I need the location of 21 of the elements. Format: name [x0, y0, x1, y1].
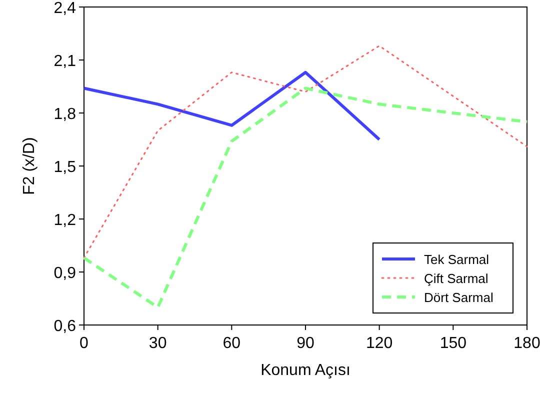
legend-label: Çift Sarmal [424, 271, 488, 286]
y-tick-label: 2,4 [54, 0, 76, 17]
y-tick-label: 0,9 [54, 265, 76, 282]
y-tick-label: 1,8 [54, 106, 76, 123]
y-axis-title: F2 (x/D) [21, 137, 38, 195]
line-series [82, 86, 528, 309]
x-tick-label: 180 [514, 335, 540, 352]
x-tick-label: 120 [366, 335, 393, 352]
x-tick-label: 0 [80, 335, 89, 352]
x-tick-label: 30 [148, 335, 167, 352]
y-tick-label: 2,1 [54, 53, 76, 70]
y-tick-label: 1,2 [54, 212, 76, 229]
x-axis-title: Konum Açısı [260, 362, 350, 379]
legend-label: Dört Sarmal [424, 290, 494, 305]
y-tick-label: 1,5 [54, 159, 76, 176]
x-tick-label: 150 [440, 335, 467, 352]
y-tick-label: 0,6 [54, 318, 76, 335]
legend-label: Tek Sarmal [424, 252, 490, 267]
x-tick-label: 90 [296, 335, 314, 352]
line-series [82, 70, 381, 141]
x-tick-label: 60 [222, 335, 241, 352]
